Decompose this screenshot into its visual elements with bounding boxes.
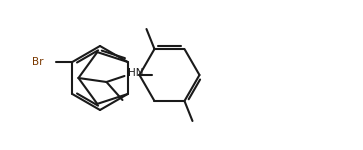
Text: Br: Br bbox=[32, 57, 43, 67]
Text: HN: HN bbox=[129, 68, 144, 78]
